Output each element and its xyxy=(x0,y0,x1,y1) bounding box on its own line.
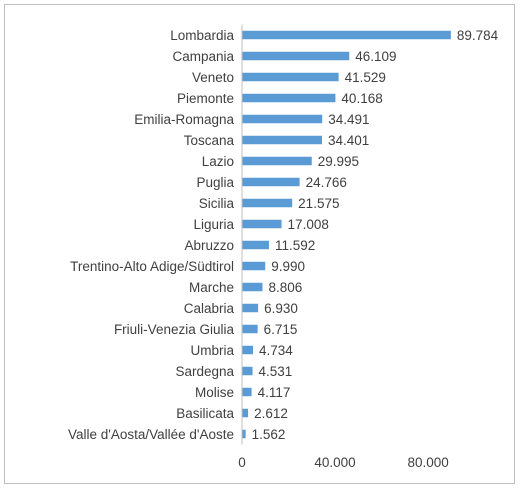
x-tick-label: 80.000 xyxy=(407,455,448,470)
bar xyxy=(242,198,293,208)
bar xyxy=(242,156,312,166)
value-label: 41.529 xyxy=(345,70,386,85)
bar xyxy=(242,135,323,145)
chart-frame: Lombardia 89.784 Campania 46.109 Veneto 41.52… xyxy=(4,4,515,484)
bar xyxy=(242,387,252,397)
value-label: 24.766 xyxy=(306,175,347,190)
bar xyxy=(242,240,269,250)
value-label: 17.008 xyxy=(288,217,329,232)
category-label: Sicilia xyxy=(199,196,235,211)
bars-layer xyxy=(242,30,451,439)
value-label: 34.491 xyxy=(328,112,369,127)
value-label: 11.592 xyxy=(275,238,315,253)
bar xyxy=(242,30,451,40)
value-label: 1.562 xyxy=(252,427,286,442)
value-label: 40.168 xyxy=(341,91,382,106)
category-label: Campania xyxy=(172,49,234,64)
category-label: Molise xyxy=(195,385,234,400)
category-label: Valle d'Aosta/Vallée d'Aoste xyxy=(68,427,234,442)
value-label: 89.784 xyxy=(457,28,499,43)
bar xyxy=(242,408,249,418)
category-label: Umbria xyxy=(190,343,234,358)
category-label: Toscana xyxy=(184,133,235,148)
value-label: 4.734 xyxy=(259,343,293,358)
value-label: 29.995 xyxy=(318,154,359,169)
value-label: 2.612 xyxy=(254,406,288,421)
value-label: 4.531 xyxy=(259,364,293,379)
bar xyxy=(242,303,259,313)
bar xyxy=(242,177,300,187)
x-tick-label: 0 xyxy=(238,455,246,470)
bar xyxy=(242,345,254,355)
value-label: 9.990 xyxy=(271,259,305,274)
bar xyxy=(242,93,336,103)
value-label: 6.715 xyxy=(264,322,298,337)
bar xyxy=(242,114,323,124)
value-label: 34.401 xyxy=(328,133,369,148)
bar-chart: Lombardia 89.784 Campania 46.109 Veneto 41.52… xyxy=(68,24,499,470)
value-label: 4.117 xyxy=(258,385,291,400)
category-label: Calabria xyxy=(184,301,235,316)
value-label: 46.109 xyxy=(355,49,396,64)
category-label: Basilicata xyxy=(176,406,234,421)
category-label: Liguria xyxy=(193,217,234,232)
category-label: Emilia-Romagna xyxy=(134,112,234,127)
bar xyxy=(242,72,339,82)
bar xyxy=(242,51,350,61)
category-label: Marche xyxy=(189,280,234,295)
x-tick-label: 40.000 xyxy=(314,455,355,470)
bar xyxy=(242,261,266,271)
category-label: Lazio xyxy=(202,154,234,169)
category-label: Lombardia xyxy=(170,28,234,43)
category-label: Sardegna xyxy=(175,364,234,379)
value-label: 6.930 xyxy=(264,301,298,316)
category-label: Veneto xyxy=(192,70,234,85)
bar xyxy=(242,366,253,376)
bar xyxy=(242,282,263,292)
category-label: Piemonte xyxy=(177,91,234,106)
bar xyxy=(242,429,246,439)
value-label: 8.806 xyxy=(268,280,302,295)
labels-layer: Lombardia 89.784 Campania 46.109 Veneto 41.52… xyxy=(68,28,499,442)
category-label: Puglia xyxy=(196,175,234,190)
category-label: Friuli-Venezia Giulia xyxy=(114,322,235,337)
ticks-layer: 0 40.000 80.000 xyxy=(238,455,448,470)
category-label: Abruzzo xyxy=(184,238,234,253)
bar xyxy=(242,324,258,334)
bar xyxy=(242,219,282,229)
category-label: Trentino-Alto Adige/Südtirol xyxy=(70,259,234,274)
value-label: 21.575 xyxy=(298,196,339,211)
